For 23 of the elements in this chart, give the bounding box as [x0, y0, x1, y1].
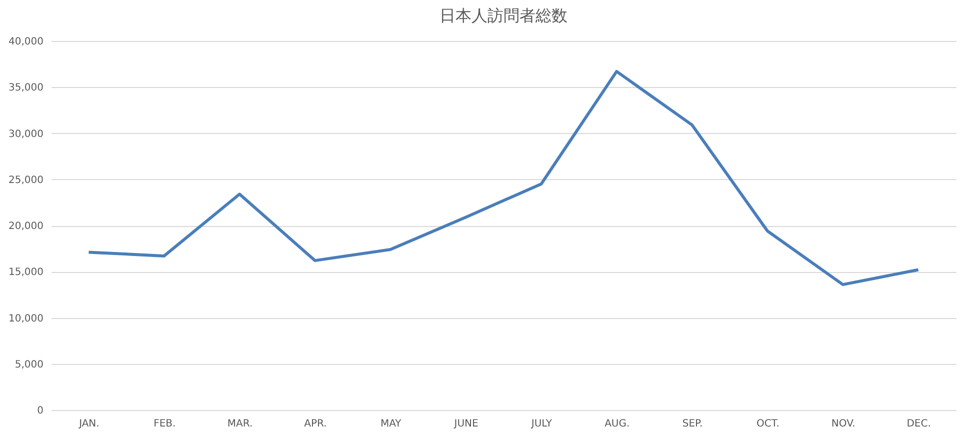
y-tick-label: 0 — [37, 406, 44, 416]
x-tick-label: APR. — [304, 418, 327, 430]
x-tick-label: OCT. — [756, 418, 780, 430]
x-tick-label: FEB. — [154, 418, 176, 430]
y-tick-label: 40,000 — [8, 36, 44, 48]
y-tick-label: 35,000 — [8, 82, 44, 94]
x-tick-label: SEP. — [682, 418, 703, 430]
y-tick-label: 30,000 — [8, 128, 44, 140]
line-series — [87, 70, 920, 286]
x-tick-label: JULY — [530, 418, 553, 430]
y-tick-label: 10,000 — [8, 313, 44, 324]
chart-title: 日本人訪問者総数 — [440, 6, 568, 25]
x-tick-label: JAN. — [78, 418, 100, 430]
x-tick-label: DEC. — [906, 418, 931, 430]
x-tick-label: MAY — [380, 418, 402, 430]
y-tick-label: 20,000 — [8, 221, 44, 232]
x-tick-label: AUG. — [604, 418, 630, 430]
x-tick-label: MAR. — [227, 418, 253, 430]
y-tick-label: 25,000 — [8, 174, 44, 186]
y-tick-label: 5,000 — [14, 359, 44, 370]
y-tick-label: 15,000 — [8, 267, 44, 278]
x-tick-label: NOV. — [831, 418, 856, 430]
x-tick-label: JUNE — [453, 418, 478, 430]
